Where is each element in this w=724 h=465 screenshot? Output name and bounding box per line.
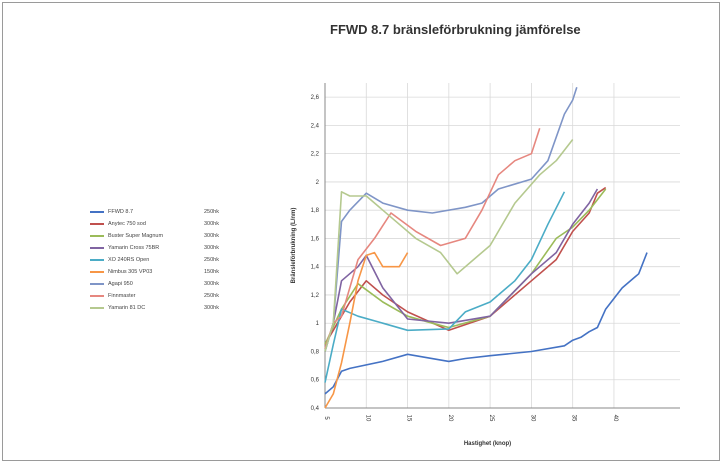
chart-title: FFWD 8.7 bränsleförbrukning jämförelse <box>330 22 581 37</box>
legend-label: Finnmaster <box>108 293 136 299</box>
legend-label: Buster Super Magnum <box>108 233 164 239</box>
tick-labels: 0,4 0,6 0,8 1 1,2 1,4 1,6 1,8 2 2,2 2,4 2,6 5 10 15 20 2… <box>291 95 618 447</box>
legend-item: Anytec 750 sod 300hk <box>90 218 280 230</box>
x-tick-label: 30 <box>529 415 535 422</box>
series-line-5 <box>324 191 566 383</box>
legend-swatch <box>90 283 104 285</box>
legend-power: 300hk <box>204 221 219 227</box>
y-tick-label: 1,8 <box>311 208 320 214</box>
y-tick-label: 1,6 <box>311 236 320 242</box>
legend-swatch <box>90 223 104 225</box>
grid-lines <box>324 83 680 409</box>
x-tick-label: 5 <box>323 416 329 420</box>
chart-frame <box>2 2 720 461</box>
legend-label: Nimbus 305 VP03 <box>108 269 153 275</box>
legend-swatch <box>90 211 104 213</box>
legend-power: 300hk <box>204 233 219 239</box>
y-tick-label: 2 <box>316 180 320 186</box>
legend-item: Nimbus 305 VP03 150hk <box>90 266 280 278</box>
chart-legend: FFWD 8.7 250hk Anytec 750 sod 300hk Buster S… <box>90 206 280 314</box>
legend-swatch <box>90 271 104 273</box>
series-line-1 <box>324 252 648 395</box>
legend-label: Anytec 750 sod <box>108 221 146 227</box>
y-tick-label: 2,4 <box>311 123 320 129</box>
legend-power: 150hk <box>204 269 219 275</box>
legend-label: Agapi 950 <box>108 281 133 287</box>
legend-item: Yamarin 81 DC 300hk <box>90 302 280 314</box>
legend-label: XO 240RS Open <box>108 257 150 263</box>
legend-swatch <box>90 259 104 261</box>
legend-item: Agapi 950 300hk <box>90 278 280 290</box>
legend-item: Finnmaster 250hk <box>90 290 280 302</box>
x-axis-label: Hastighet (knop) <box>464 441 511 447</box>
x-tick-label: 40 <box>612 415 618 422</box>
axes <box>324 83 680 409</box>
legend-power: 250hk <box>204 257 219 263</box>
series-line-6 <box>324 251 409 409</box>
x-tick-label: 35 <box>571 415 577 422</box>
y-tick-label: 1,4 <box>311 265 320 271</box>
legend-swatch <box>90 235 104 237</box>
legend-swatch <box>90 247 104 249</box>
legend-swatch <box>90 295 104 297</box>
series-lines <box>324 86 648 409</box>
series-line-8 <box>324 127 541 349</box>
series-line-9 <box>324 139 574 352</box>
y-tick-label: 0,4 <box>311 406 320 412</box>
legend-power: 250hk <box>204 293 219 299</box>
y-tick-label: 1 <box>316 321 320 327</box>
legend-power: 300hk <box>204 281 219 287</box>
legend-item: XO 240RS Open 250hk <box>90 254 280 266</box>
series-line-7 <box>324 86 578 352</box>
y-tick-label: 2,2 <box>311 152 320 158</box>
y-tick-label: 0,8 <box>311 349 320 355</box>
x-tick-label: 25 <box>488 415 494 422</box>
legend-power: 250hk <box>204 209 219 215</box>
legend-swatch <box>90 307 104 309</box>
legend-item: FFWD 8.7 250hk <box>90 206 280 218</box>
legend-item: Yamarin Cross 75BR 300hk <box>90 242 280 254</box>
y-tick-label: 2,6 <box>311 95 320 101</box>
series-line-4 <box>324 188 599 352</box>
legend-label: Yamarin 81 DC <box>108 305 146 311</box>
x-tick-label: 10 <box>364 415 370 422</box>
y-tick-label: 0,6 <box>311 378 320 384</box>
x-tick-label: 20 <box>447 415 453 422</box>
y-axis-label: Bränsleförbrukning (L/nm) <box>291 208 297 284</box>
legend-power: 300hk <box>204 305 219 311</box>
legend-item: Buster Super Magnum 300hk <box>90 230 280 242</box>
x-tick-label: 15 <box>406 415 412 422</box>
legend-power: 300hk <box>204 245 219 251</box>
series-line-2 <box>324 186 607 345</box>
legend-label: Yamarin Cross 75BR <box>108 245 160 251</box>
legend-label: FFWD 8.7 <box>108 209 134 215</box>
y-tick-label: 1,2 <box>311 293 320 299</box>
